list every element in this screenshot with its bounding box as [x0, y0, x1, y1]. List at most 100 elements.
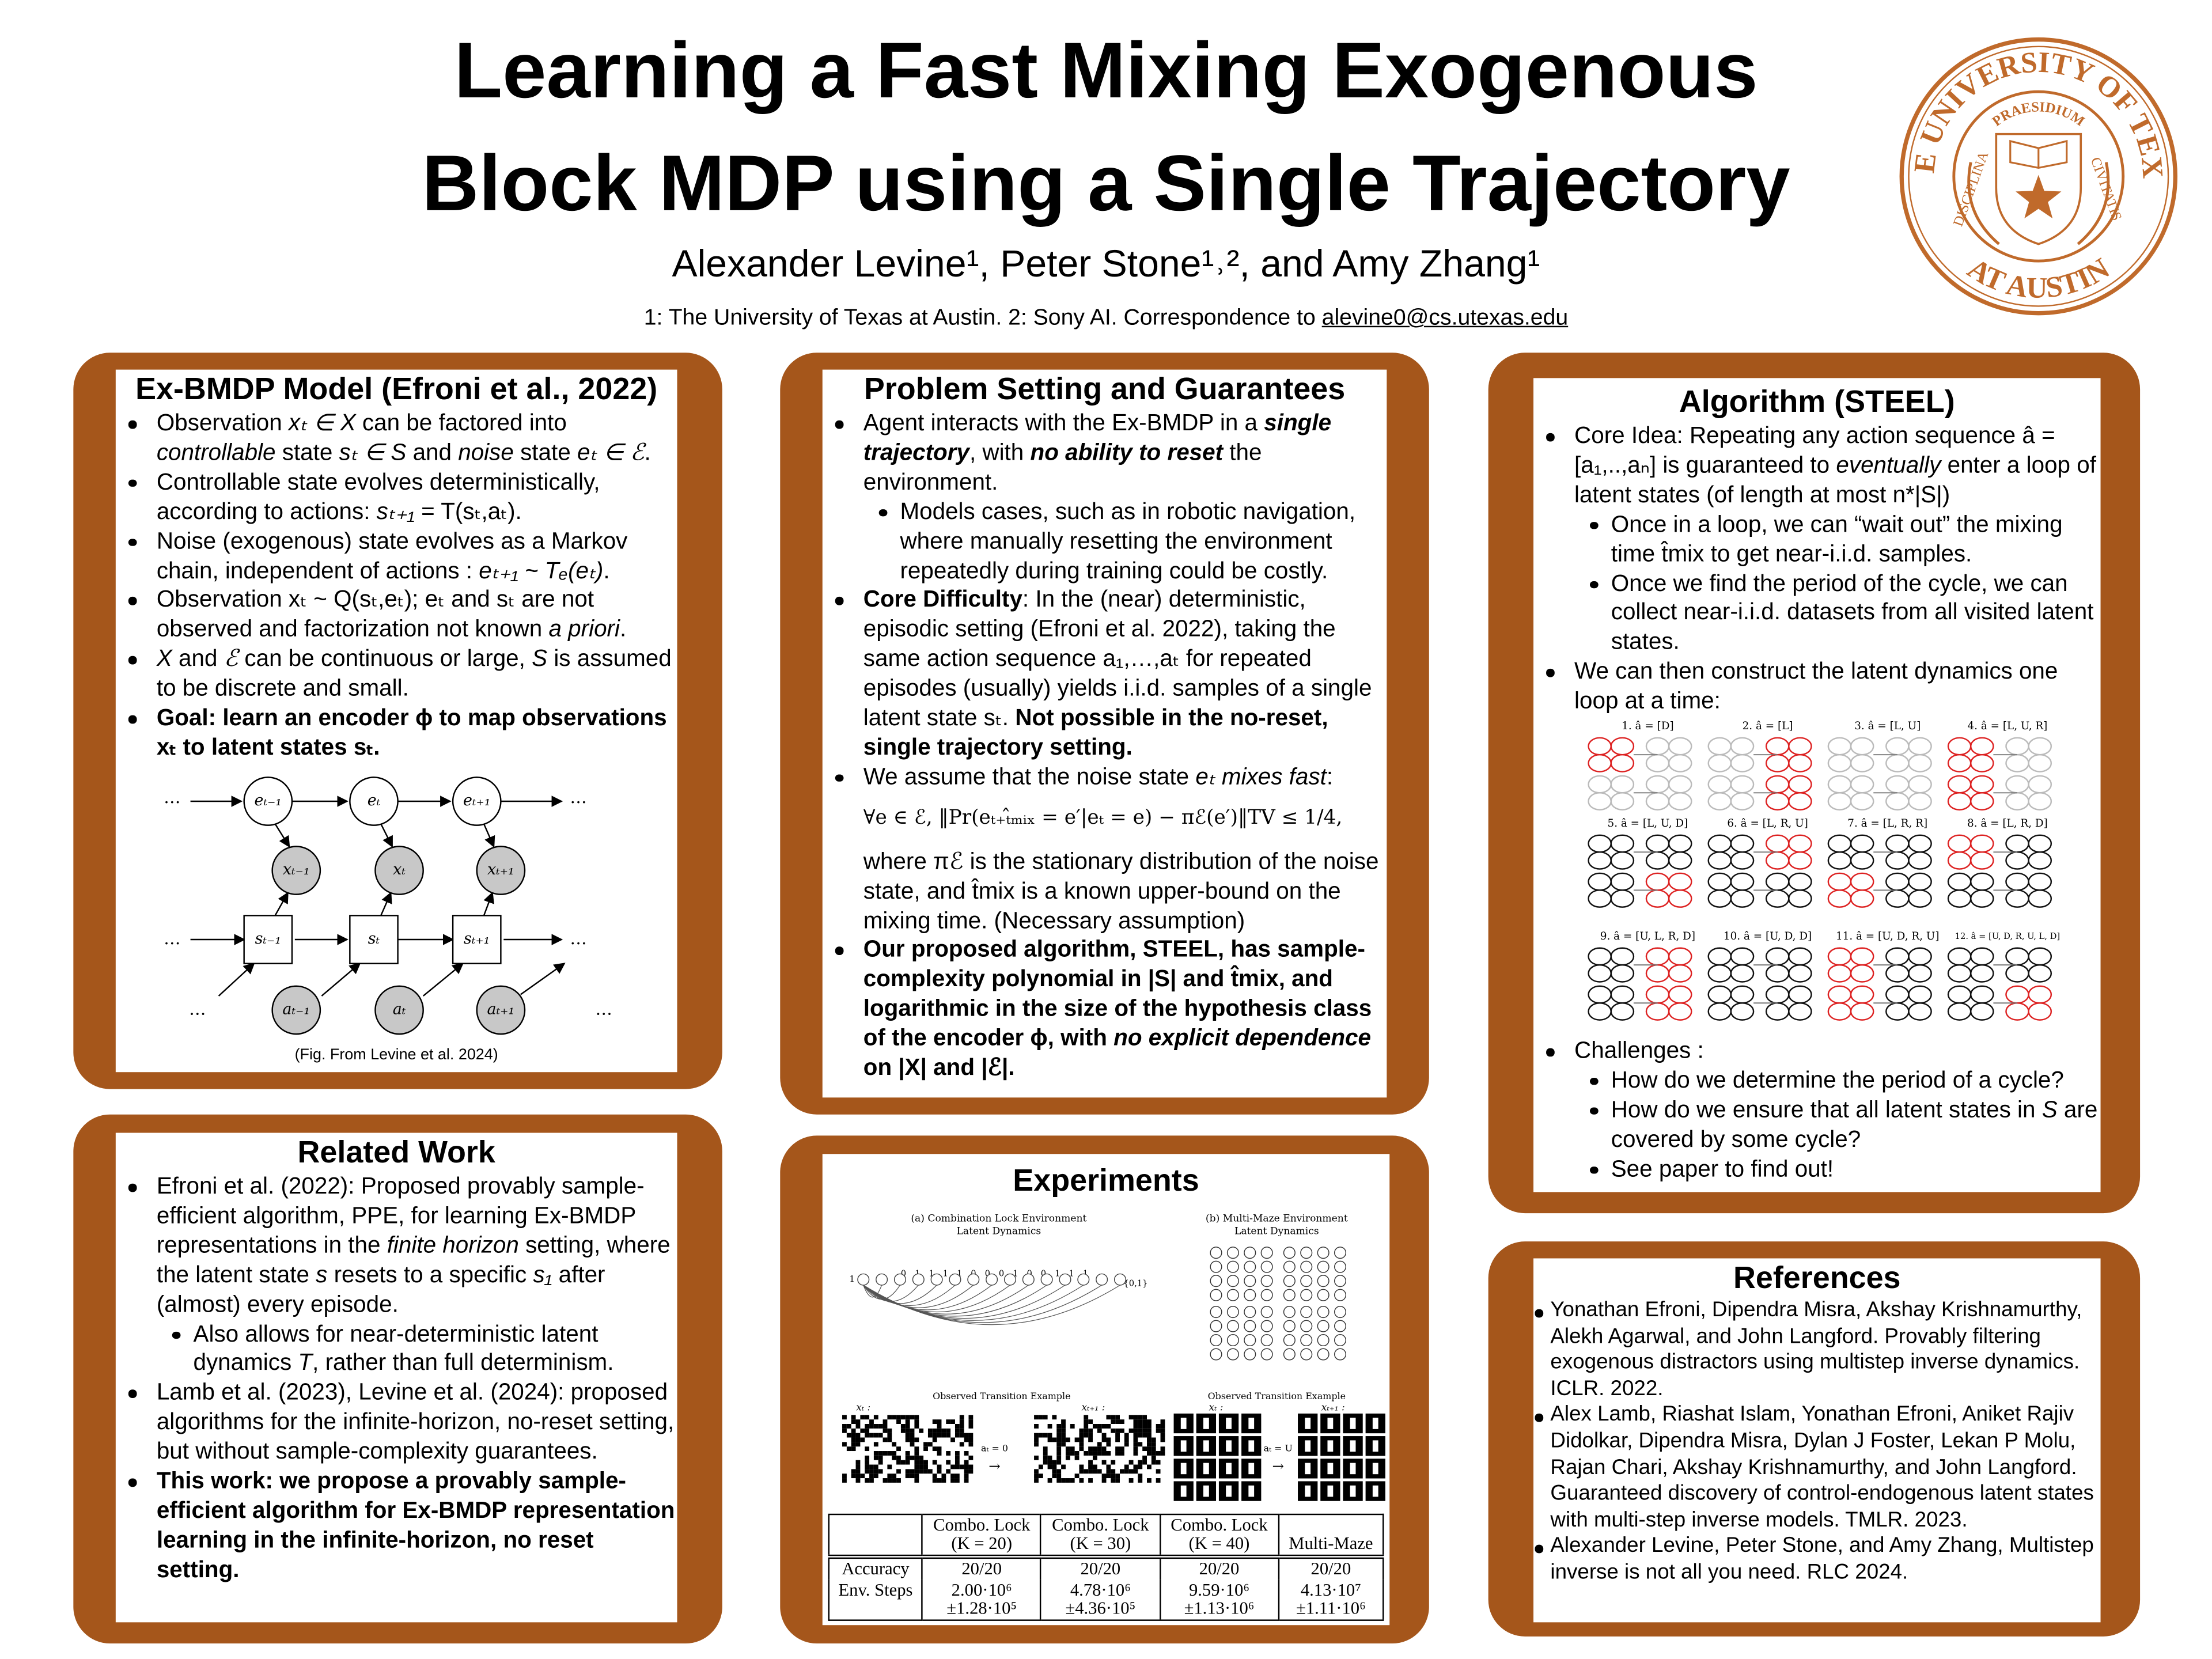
text: Combo. Lock [1052, 1515, 1149, 1535]
bullet-item: Goal: learn an encoder ϕ to map observat… [116, 704, 677, 763]
text: Alexander Levine, Peter Stone, and Amy Z… [1550, 1533, 2094, 1585]
bullet-list: Observation xₜ ∈ X can be factored into … [116, 409, 677, 763]
bullet-list: Agent interacts with the Ex-BMDP in a si… [823, 409, 1387, 1083]
panel: References Yonathan Efroni, Dipendra Misr… [1533, 1258, 2101, 1623]
text: Combo. Lock [1171, 1515, 1268, 1535]
table-cell: 2.00·10⁶ ±1.28·10⁵ [921, 1580, 1041, 1621]
text: Agent interacts with the Ex-BMDP in a [863, 410, 1264, 436]
text: on |X| and |ℰ|. [863, 1055, 1015, 1081]
panel: Related Work Efroni et al. (2022): Propos… [115, 1132, 677, 1623]
bullet-list: Challenges : How do we determine the peri… [1533, 1037, 2100, 1184]
text: X [156, 646, 172, 672]
text: Efroni et al. (2022): Proposed provably … [156, 1173, 645, 1259]
bullet-item: Also allows for near-deterministic laten… [162, 1320, 677, 1378]
bullet-item: Yonathan Efroni, Dipendra Misra, Akshay … [1533, 1298, 2100, 1403]
bullet-list: Core Idea: Repeating any action sequence… [1533, 422, 2100, 717]
bullet-item: We can then construct the latent dynamic… [1533, 658, 2100, 717]
row-label: Env. Steps [828, 1580, 923, 1621]
text: finite horizon [387, 1232, 519, 1259]
table-row: Env. Steps 2.00·10⁶ ±1.28·10⁵ 4.78·10⁶ ±4.36… [828, 1580, 1384, 1621]
text: This work: we propose a provably sample-… [156, 1468, 675, 1583]
text: : In the (near) deterministic, episodic … [863, 587, 1372, 731]
table-cell: 20/20 [921, 1556, 1041, 1580]
text: where πℰ is the stationary distribution … [863, 849, 1379, 934]
panel: Ex-BMDP Model (Efroni et al., 2022) Obser… [115, 369, 677, 1073]
bullet-item: Models cases, such as in robotic navigat… [869, 498, 1387, 586]
bullet-item: Observation xₜ ~ Q(sₜ,eₜ); eₜ and sₜ are… [116, 586, 677, 645]
bullet-list: Models cases, such as in robotic navigat… [869, 498, 1387, 586]
panel: Problem Setting and Guarantees Agent inte… [822, 369, 1387, 1098]
text: T [298, 1350, 313, 1376]
text: Yonathan Efroni, Dipendra Misra, Akshay … [1550, 1298, 2082, 1401]
text: Alex Lamb, Riashat Islam, Yonathan Efron… [1550, 1403, 2094, 1532]
bullet-list: Yonathan Efroni, Dipendra Misra, Akshay … [1533, 1298, 2100, 1586]
text: xₜ ∈ X [288, 410, 356, 436]
email-link[interactable]: alevine0@cs.utexas.edu [1321, 306, 1569, 331]
text: resets to a specific [327, 1262, 533, 1288]
bullet-item: Core Difficulty: In the (near) determini… [823, 586, 1387, 763]
text: 20/20 [961, 1559, 1002, 1579]
text: and [172, 646, 224, 672]
text: S [532, 646, 548, 672]
text: , rather than full determinism. [312, 1350, 614, 1376]
text: We can then construct the latent dynamic… [1574, 659, 2058, 714]
text: eventually [1836, 452, 1941, 478]
text: can be continuous or large, [238, 646, 532, 672]
text: sₜ₊₁ [376, 499, 415, 525]
bullet-item: Noise (exogenous) state evolves as a Mar… [116, 527, 677, 586]
text: : [1326, 764, 1334, 790]
bullet-item: Once in a loop, we can “wait out” the mi… [1580, 510, 2101, 569]
text: S [2041, 1097, 2058, 1123]
bullet-list: How do we determine the period of a cycl… [1580, 1066, 2101, 1184]
table-header: Combo. Lock (K = 20) [921, 1514, 1041, 1559]
bullet-item: Agent interacts with the Ex-BMDP in a si… [823, 409, 1387, 586]
text: Noise (exogenous) state evolves as a Mar… [156, 528, 628, 584]
text: How do we determine the period of a cycl… [1611, 1067, 2064, 1093]
text: Core Idea: Repeating any action sequence… [1574, 423, 2055, 478]
text: ±1.11·10⁶ [1296, 1598, 1366, 1618]
table-cell: 20/20 [1278, 1556, 1384, 1580]
text: and [406, 440, 459, 465]
bullet-item: Our proposed algorithm, STEEL, has sampl… [823, 936, 1387, 1084]
bullet-item: Alex Lamb, Riashat Islam, Yonathan Efron… [1533, 1403, 2100, 1534]
text: s [316, 1262, 328, 1288]
bullet-item: Alexander Levine, Peter Stone, and Amy Z… [1533, 1534, 2100, 1586]
text: (K = 40) [1188, 1533, 1250, 1554]
bullet-item: Once we find the period of the cycle, we… [1580, 569, 2101, 658]
table-header: Multi-Maze [1278, 1514, 1384, 1559]
bullet-item: We assume that the noise state eₜ mixes … [823, 763, 1387, 936]
text: 20/20 [1199, 1559, 1240, 1579]
panel-title: Problem Setting and Guarantees [863, 371, 1346, 407]
text: controllable [156, 440, 276, 465]
text: Multi-Maze [1289, 1533, 1373, 1554]
panel: Experiments Combo. Lock (K = 20) Combo. Loc… [822, 1154, 1390, 1626]
text: (K = 20) [951, 1533, 1013, 1554]
text: are covered by some cycle? [1611, 1097, 2098, 1153]
panel: Algorithm (STEEL) Core Idea: Repeating an… [1533, 378, 2101, 1192]
text: is assumed to be discrete and small. [156, 646, 672, 702]
text: ±4.36·10⁵ [1065, 1598, 1136, 1618]
table-cell: 20/20 [1040, 1556, 1160, 1580]
text: enter a loop of latent states (of length… [1574, 452, 2096, 508]
bullet-item: Observation xₜ ∈ X can be factored into … [116, 409, 677, 468]
text: Combo. Lock [933, 1515, 1031, 1535]
text: 4.78·10⁶ [1070, 1580, 1131, 1600]
text: = T(sₜ,aₜ). [414, 499, 522, 525]
text: Models cases, such as in robotic navigat… [900, 499, 1356, 584]
text: a priori [548, 617, 620, 643]
text: ±1.28·10⁵ [946, 1598, 1017, 1618]
text: Not possible in the no-reset, single tra… [863, 705, 1328, 760]
authors: Alexander Levine¹, Peter Stone¹˒², and A… [672, 243, 1540, 285]
text: eₜ ∈ ℰ [577, 440, 645, 465]
table-header: Combo. Lock (K = 40) [1159, 1514, 1279, 1559]
text: sₜ ∈ S [339, 440, 407, 465]
bullet-item: Core Idea: Repeating any action sequence… [1533, 422, 2100, 658]
text: . [619, 617, 627, 643]
bullet-list: Once in a loop, we can “wait out” the mi… [1580, 510, 2101, 658]
bullet-list: Efroni et al. (2022): Proposed provably … [116, 1172, 677, 1585]
text: after (almost) every episode. [156, 1262, 605, 1317]
text: Controllable state evolves deterministic… [156, 469, 600, 525]
panel-title: Algorithm (STEEL) [1679, 384, 1955, 419]
text: single trajectory [863, 410, 1332, 465]
